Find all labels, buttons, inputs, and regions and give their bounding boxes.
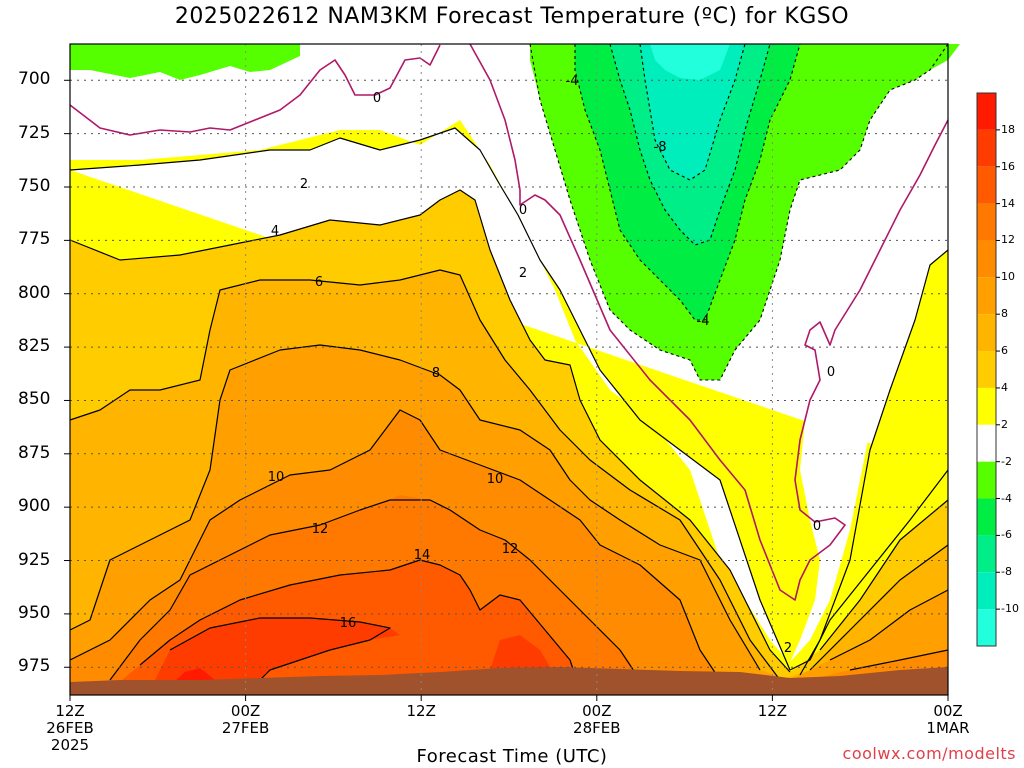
contour-label: 2 — [519, 266, 527, 281]
colorbar-label: -4 — [1001, 491, 1012, 505]
colorbar-segment — [977, 572, 996, 610]
colorbar-segment — [977, 609, 996, 646]
y-tick-label: 725 — [18, 122, 51, 143]
colorbar-label: -10 — [1001, 602, 1019, 616]
contour-minus2 — [529, 43, 949, 381]
chart-title: 2025022612 NAM3KM Forecast Temperature (… — [174, 4, 850, 29]
x-tick-label: 00Z 28FEB — [573, 702, 621, 737]
contour-label: 12 — [312, 522, 329, 537]
colorbar-label: 8 — [1001, 307, 1008, 321]
colorbar-label: 2 — [1001, 417, 1008, 431]
band-16-18 — [150, 618, 400, 690]
band-below-minus2-left — [70, 44, 300, 80]
colorbar-label: -8 — [1001, 565, 1012, 579]
y-tick-label: 850 — [18, 389, 51, 410]
contour-14 — [139, 559, 581, 691]
contour-0-left — [69, 44, 441, 136]
contour-label: -4 — [566, 74, 579, 89]
contour-2-right-b — [799, 249, 949, 676]
contour-2-right — [789, 469, 949, 671]
colorbar-segment — [977, 387, 996, 425]
colorbar-segment — [977, 498, 996, 536]
contour-label: 16 — [340, 616, 357, 631]
contour-label: 6 — [315, 275, 323, 290]
contour-label: 0 — [373, 91, 381, 106]
x-tick-label: 12Z — [406, 702, 436, 720]
credit-text: coolwx.com/modelts — [842, 744, 1016, 763]
contour-label: 8 — [432, 366, 440, 381]
contour-0-main — [469, 43, 949, 601]
colorbar-segment — [977, 535, 996, 573]
x-tick-label: 12Z 26FEB 2025 — [46, 702, 94, 754]
colorbar-segment — [977, 351, 996, 388]
colorbar-segment — [977, 314, 996, 352]
contour-label: 2 — [300, 177, 308, 192]
colorbar-segment — [977, 424, 996, 462]
colorbar-label: 4 — [1001, 380, 1008, 394]
contour-label: 4 — [271, 224, 279, 239]
contour-label: 10 — [268, 470, 285, 485]
y-tick-label: 975 — [18, 656, 51, 677]
terrain-ground — [70, 667, 948, 695]
contour-4 — [69, 189, 791, 673]
contour-label: 0 — [813, 519, 821, 534]
contour-12 — [109, 499, 641, 681]
contour-minus4 — [574, 43, 801, 321]
y-tick-label: 875 — [18, 442, 51, 463]
colorbar-label: -6 — [1001, 528, 1012, 542]
y-tick-label: 950 — [18, 602, 51, 623]
contour-6-right — [809, 544, 949, 671]
contour-label: -4 — [697, 314, 710, 329]
contour-8-right — [829, 589, 949, 661]
y-tick-label: 900 — [18, 496, 51, 517]
colorbar-label: 18 — [1001, 122, 1015, 136]
colorbar-label: 16 — [1001, 159, 1015, 173]
contour-16 — [169, 617, 391, 691]
contour-label: 14 — [414, 548, 431, 563]
contour-10 — [69, 409, 721, 681]
colorbar-segment — [977, 129, 996, 167]
x-tick-label: 00Z 27FEB — [221, 702, 270, 737]
contour-label: 2 — [784, 641, 792, 656]
contour-label: 10 — [487, 472, 504, 487]
colorbar-label: -2 — [1001, 454, 1012, 468]
y-tick-label: 925 — [18, 549, 51, 570]
colorbar-label: 14 — [1001, 196, 1015, 210]
band-minus8-minus10 — [640, 44, 745, 180]
contour-label: 0 — [519, 203, 527, 218]
contour-label: -8 — [654, 140, 667, 155]
contour-10-right — [849, 649, 949, 671]
y-tick-label: 825 — [18, 336, 51, 357]
colorbar-segment — [977, 203, 996, 241]
colorbar-frame — [976, 92, 997, 647]
band-below-minus10 — [650, 44, 730, 80]
plot-frame — [69, 43, 949, 696]
colorbar-label: 10 — [1001, 270, 1015, 284]
x-tick-label: 12Z — [757, 702, 788, 720]
x-axis-title: Forecast Time (UTC) — [416, 746, 608, 767]
contour-label: 12 — [502, 542, 519, 557]
colorbar-label: 12 — [1001, 233, 1015, 247]
colorbar-segment — [977, 277, 996, 315]
colorbar-segment — [977, 93, 996, 130]
y-tick-label: 750 — [18, 176, 51, 196]
y-tick-label: 775 — [18, 229, 51, 250]
contour-2 — [69, 127, 791, 671]
contour-8 — [69, 344, 761, 671]
contour-4-right — [819, 499, 949, 651]
y-tick-label: 700 — [18, 69, 51, 90]
contour-label: 0 — [827, 365, 835, 380]
contour-minus6 — [609, 43, 771, 246]
colorbar-segment — [977, 166, 996, 204]
band-0-2-right — [790, 120, 948, 662]
x-tick-label: 00Z 1MAR — [926, 702, 970, 737]
y-tick-label: 800 — [18, 282, 51, 303]
colorbar-label: 6 — [1001, 344, 1008, 358]
contour-6 — [69, 269, 781, 681]
colorbar-segment — [977, 240, 996, 278]
colorbar-segment — [977, 461, 996, 499]
